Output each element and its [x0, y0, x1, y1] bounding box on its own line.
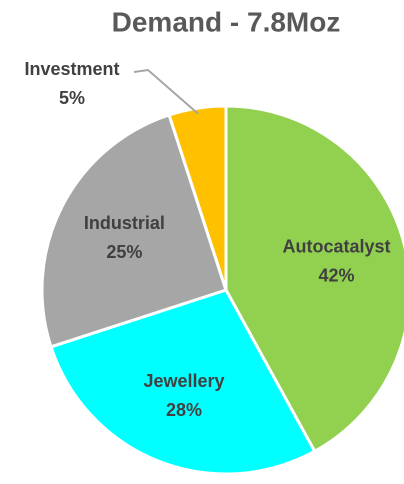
- slice-value-label: 42%: [318, 265, 354, 285]
- pie-slice: [224, 104, 404, 454]
- pie-slice: [49, 288, 317, 476]
- pie-slice: [167, 104, 228, 291]
- pie-slice: [40, 113, 228, 349]
- slice-label: Jewellery: [143, 371, 224, 391]
- leader-line: [133, 68, 199, 115]
- slice-label: Industrial: [84, 213, 165, 233]
- slice-label: Autocatalyst: [282, 236, 390, 256]
- slice-value-label: 28%: [166, 400, 202, 420]
- slice-value-label: 25%: [106, 242, 142, 262]
- slice-label: Investment: [24, 59, 119, 79]
- slice-value-label: 5%: [59, 88, 85, 108]
- chart-title: Demand - 7.8Moz: [112, 6, 341, 37]
